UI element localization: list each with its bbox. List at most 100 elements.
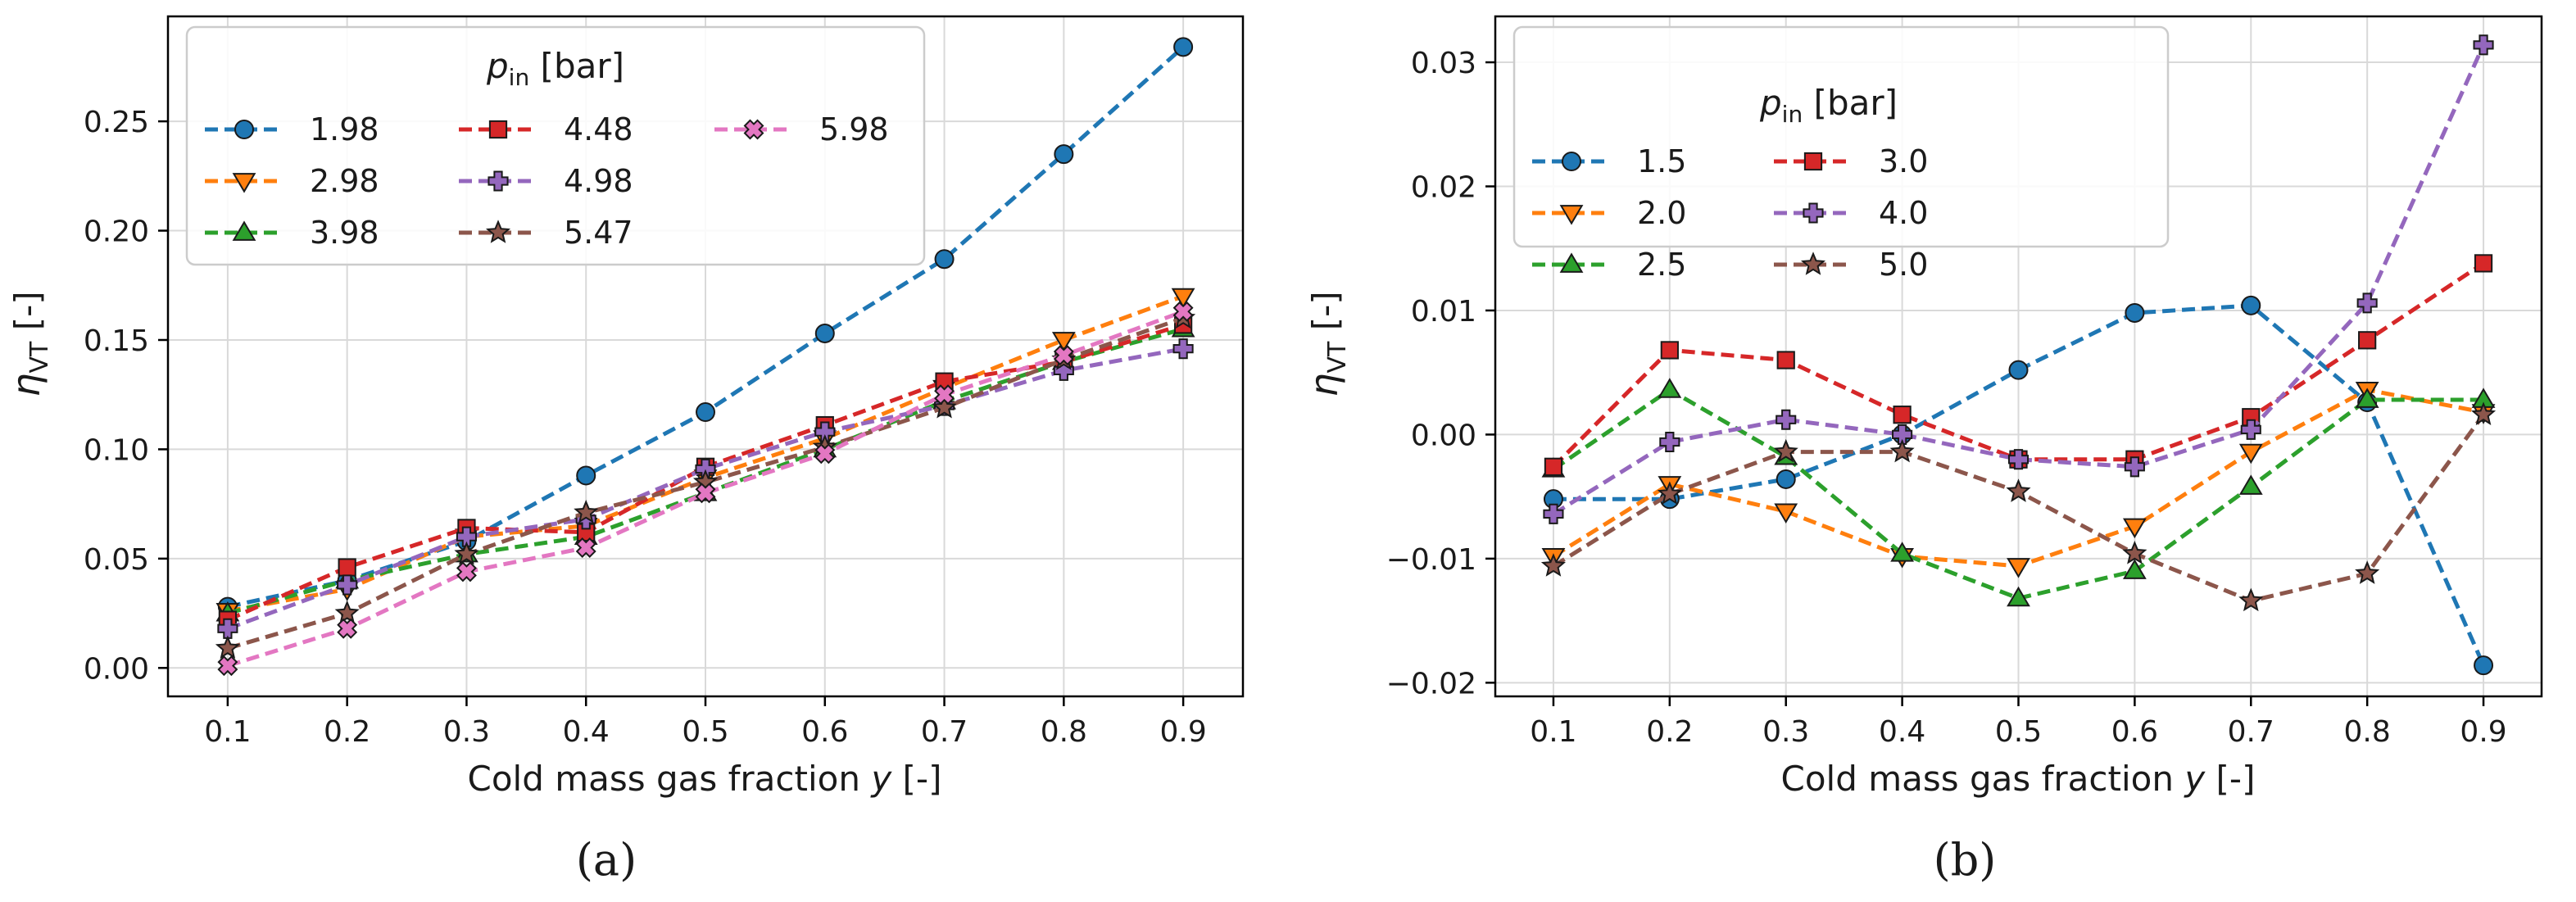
data-point bbox=[1892, 424, 1913, 445]
data-point bbox=[2474, 254, 2493, 273]
data-point bbox=[2124, 456, 2145, 478]
data-point bbox=[2355, 560, 2380, 584]
data-point bbox=[695, 483, 716, 504]
legend-label: 4.48 bbox=[564, 111, 633, 147]
y-axis-label-unit: [-] bbox=[7, 291, 48, 341]
y-tick-label: 0.00 bbox=[84, 652, 149, 686]
y-tick-label: 0.02 bbox=[1411, 171, 1476, 205]
data-point bbox=[575, 537, 596, 558]
panel-label: (b) bbox=[1934, 834, 1997, 886]
data-point bbox=[1172, 338, 1194, 360]
y-axis-label: ηVT [-] bbox=[4, 291, 54, 397]
legend-entry-1.5: 1.5 bbox=[1532, 143, 1686, 179]
series-line bbox=[227, 347, 1184, 631]
data-point bbox=[1659, 431, 1680, 453]
data-point bbox=[1660, 341, 1679, 360]
legend-marker bbox=[1562, 152, 1581, 171]
data-point bbox=[2474, 655, 2494, 676]
x-tick-label: 0.7 bbox=[921, 715, 968, 749]
x-tick-label: 0.5 bbox=[682, 715, 728, 749]
x-tick-label: 0.9 bbox=[2460, 715, 2506, 749]
x-tick-label: 0.4 bbox=[1879, 715, 1925, 749]
x-axis-label: Cold mass gas fraction y [-] bbox=[468, 759, 942, 799]
data-point bbox=[814, 323, 835, 343]
y-tick-label: 0.03 bbox=[1411, 47, 1476, 80]
legend-title-unit: [bar] bbox=[529, 46, 624, 86]
data-point bbox=[2008, 360, 2029, 380]
data-point bbox=[1658, 378, 1682, 398]
legend-marker bbox=[232, 173, 256, 193]
data-point bbox=[456, 561, 477, 582]
data-point bbox=[2122, 559, 2147, 579]
data-point bbox=[1173, 37, 1194, 57]
legend-entry-5.98: 5.98 bbox=[714, 111, 889, 147]
series-line bbox=[227, 315, 1184, 650]
legend-label: 5.0 bbox=[1879, 247, 1928, 283]
data-point bbox=[1776, 409, 1797, 430]
series-5.98 bbox=[217, 301, 1194, 677]
data-point bbox=[1540, 553, 1566, 577]
y-axis-label-unit: [-] bbox=[1305, 291, 1345, 341]
y-axis-label-symbol: η bbox=[4, 373, 48, 397]
legend-entry-3.0: 3.0 bbox=[1774, 143, 1928, 179]
series-4.0 bbox=[1543, 34, 2494, 524]
chart-panel-b: 0.1 0.2 0.3 0.4 0.5 0.6 0.7 0.8 0.9 −0.02 −0.01 0.0… bbox=[1302, 15, 2543, 886]
data-point bbox=[814, 421, 836, 442]
x-tick-label: 0.7 bbox=[2228, 715, 2274, 749]
legend-marker bbox=[488, 170, 509, 192]
legend-title-unit: [bar] bbox=[1803, 83, 1898, 123]
legend-label: 3.98 bbox=[310, 215, 379, 251]
data-point bbox=[2238, 474, 2263, 495]
y-axis-label: ηVT [-] bbox=[1302, 291, 1352, 397]
data-point bbox=[1051, 332, 1076, 352]
y-tick-label: 0.15 bbox=[84, 324, 149, 358]
x-tick-label: 0.4 bbox=[563, 715, 610, 749]
data-point bbox=[2355, 388, 2379, 408]
data-point bbox=[2473, 34, 2494, 56]
x-tick-label: 0.9 bbox=[1159, 715, 1206, 749]
legend-title-symbol: p bbox=[1759, 83, 1782, 123]
legend: pin [bar] 1.98 2.98 3.98 4.48 4.98 5.47 5.98 bbox=[185, 25, 926, 266]
legend-label: 3.0 bbox=[1879, 143, 1928, 179]
series-5.0 bbox=[1540, 401, 2497, 612]
data-point bbox=[2122, 518, 2147, 539]
data-point bbox=[1053, 345, 1074, 366]
y-tick-label: 0.05 bbox=[84, 543, 149, 577]
legend-marker bbox=[234, 120, 254, 139]
legend-marker bbox=[1803, 152, 1823, 171]
data-point bbox=[1172, 301, 1194, 322]
x-tick-label: 0.8 bbox=[2344, 715, 2391, 749]
x-tick-label: 0.5 bbox=[1995, 715, 2042, 749]
x-axis-label: Cold mass gas fraction y [-] bbox=[1781, 759, 2256, 799]
data-point bbox=[338, 558, 356, 577]
y-tick-label: 0.20 bbox=[84, 215, 149, 249]
legend-entry-2.0: 2.0 bbox=[1532, 195, 1686, 231]
legend-label: 4.0 bbox=[1879, 195, 1928, 231]
legend-title-symbol: p bbox=[486, 46, 509, 86]
data-point bbox=[1544, 457, 1563, 476]
legend-entry-3.98: 3.98 bbox=[205, 215, 379, 251]
data-point bbox=[1773, 438, 1798, 463]
data-point bbox=[1889, 438, 1915, 463]
legend-entry-2.98: 2.98 bbox=[205, 163, 379, 199]
legend-label: 2.98 bbox=[310, 163, 379, 199]
data-point bbox=[337, 574, 358, 596]
x-axis-label-main: Cold mass gas fraction bbox=[1781, 759, 2185, 799]
data-point bbox=[1054, 144, 1074, 165]
x-tick-label: 0.2 bbox=[1646, 715, 1693, 749]
x-axis-label-var: y bbox=[2183, 759, 2206, 799]
x-tick-label: 0.8 bbox=[1041, 715, 1087, 749]
y-axis-label-subscript: VT bbox=[1323, 341, 1352, 374]
data-point bbox=[2007, 586, 2030, 607]
x-tick-label: 0.3 bbox=[1762, 715, 1809, 749]
data-point bbox=[696, 402, 715, 423]
legend-entry-2.5: 2.5 bbox=[1532, 247, 1686, 283]
legend-title: pin [bar] bbox=[486, 46, 624, 91]
x-axis-label-var: y bbox=[869, 759, 892, 799]
data-point bbox=[574, 500, 599, 524]
data-point bbox=[215, 635, 240, 660]
legend-label: 1.98 bbox=[310, 111, 379, 147]
data-point bbox=[1890, 542, 1915, 562]
y-tick-label: 0.25 bbox=[84, 106, 149, 139]
